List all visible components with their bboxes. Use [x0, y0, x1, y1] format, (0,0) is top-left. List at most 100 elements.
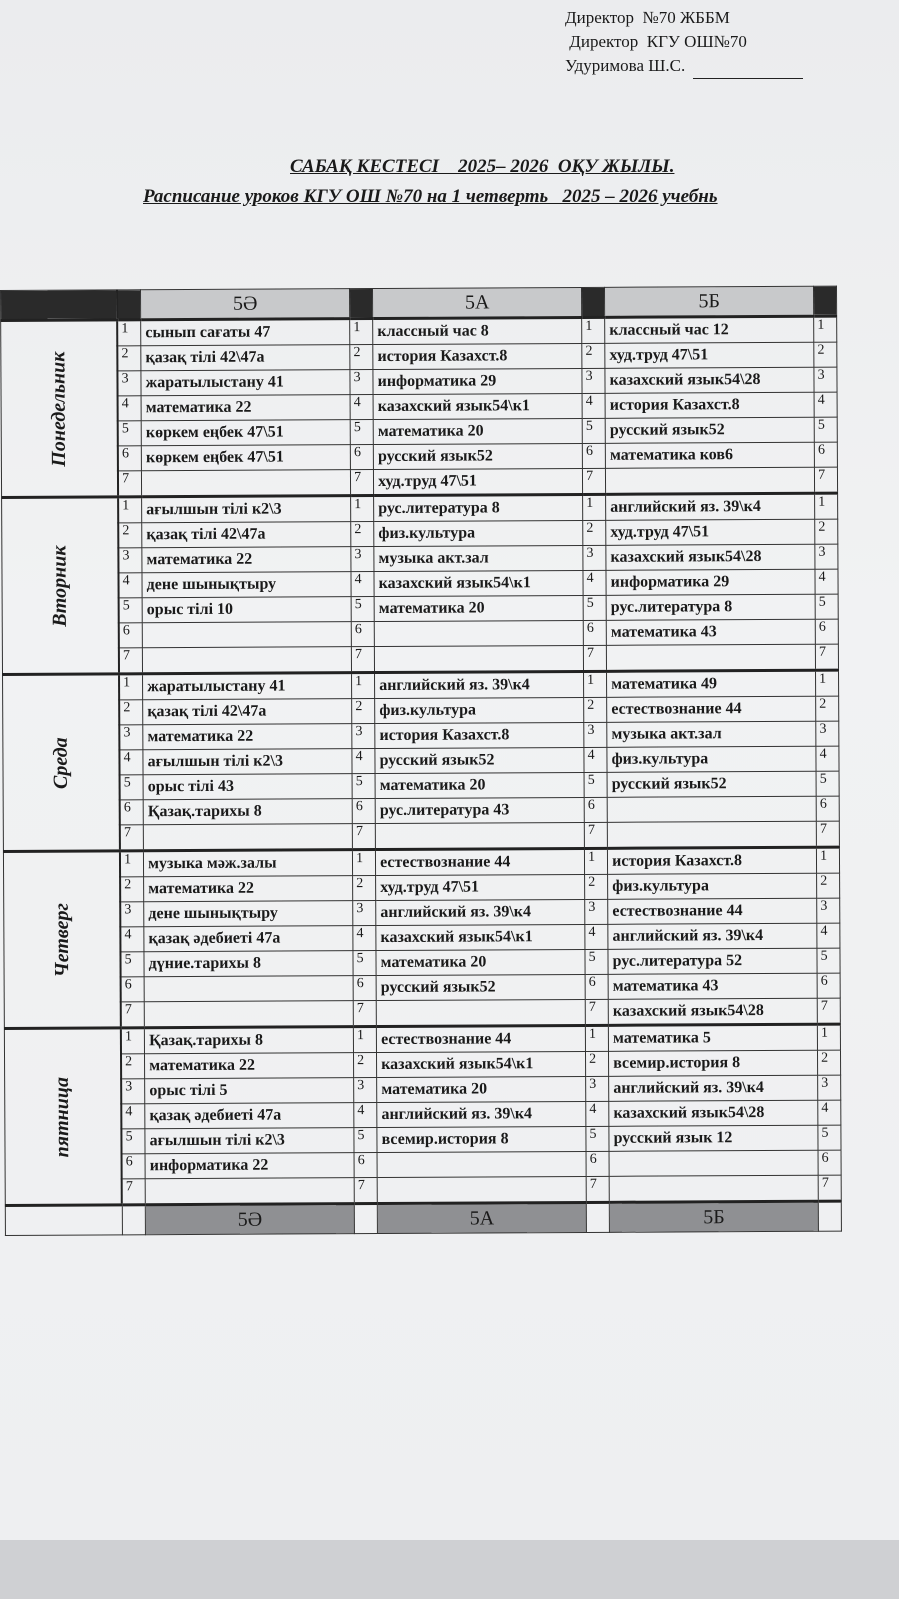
lesson-number: 7	[817, 998, 841, 1025]
lesson-cell: казахский язык54\28	[605, 367, 815, 394]
lesson-number: 1	[120, 850, 144, 877]
lesson-cell	[374, 620, 584, 647]
lesson-cell	[374, 645, 584, 673]
lesson-number: 4	[817, 1100, 841, 1126]
approval-line-3: Удуримова Ш.С.	[565, 56, 686, 75]
lesson-number: 6	[353, 975, 377, 1001]
lesson-number: 5	[584, 772, 608, 798]
lesson-cell: физ.культура	[607, 873, 817, 900]
lesson-cell: информатика 29	[606, 569, 816, 596]
header-row: 5Ә 5А 5Б	[0, 286, 837, 321]
lesson-cell: естествознание 44	[607, 898, 817, 925]
lesson-number: 5	[353, 950, 377, 976]
lesson-number: 6	[119, 799, 144, 825]
lesson-cell	[144, 1000, 354, 1028]
lesson-number: 5	[119, 774, 144, 800]
lesson-cell: математика 22	[141, 394, 351, 421]
class-header-2: 5Б	[604, 286, 814, 318]
lesson-cell: худ.труд 47\51	[375, 874, 585, 901]
lesson-number: 4	[583, 570, 607, 596]
lesson-number: 6	[815, 619, 839, 645]
lesson-number: 3	[814, 367, 838, 393]
lesson-number: 3	[351, 723, 376, 749]
lesson-number: 3	[584, 899, 608, 925]
approval-line-2: Директор КГУ ОШ№70	[565, 32, 747, 51]
lesson-number: 4	[120, 926, 145, 952]
day-label-cell: пятница	[4, 1027, 122, 1206]
day-label-cell: Понедельник	[0, 319, 119, 498]
lesson-number: 2	[353, 1052, 377, 1078]
lesson-number: 2	[581, 343, 606, 369]
lesson-number: 3	[118, 547, 143, 573]
approval-line-1: Директор №70 ЖББМ	[565, 8, 730, 27]
lesson-cell	[144, 975, 354, 1002]
lesson-number: 7	[118, 647, 143, 674]
lesson-number: 2	[349, 344, 374, 370]
lesson-cell: көркем еңбек 47\51	[141, 444, 351, 471]
lesson-cell: ағылшын тілі к2\3	[143, 748, 353, 775]
lesson-number: 4	[816, 923, 841, 949]
lesson-cell: естествознание 44	[376, 1025, 586, 1053]
lesson-number: 6	[582, 443, 606, 469]
lesson-number: 5	[585, 1126, 610, 1152]
lesson-number: 5	[352, 773, 376, 799]
lesson-number: 5	[814, 417, 838, 443]
lesson-cell: история Казахст.8	[605, 392, 815, 419]
lesson-number: 1	[817, 1024, 841, 1051]
lesson-cell: английский яз. 39\к4	[376, 1101, 586, 1128]
lesson-number: 5	[121, 1128, 146, 1154]
lesson-cell: английский яз. 39\к4	[607, 923, 818, 950]
lesson-number: 2	[119, 699, 143, 725]
lesson-cell: всемир.история 8	[608, 1050, 818, 1077]
lesson-number: 1	[814, 493, 838, 520]
lesson-cell: музыка акт.зал	[373, 545, 584, 572]
title-kazakh: САБАҚ КЕСТЕСІ 2025– 2026 ОҚУ ЖЫЛЫ.	[290, 156, 675, 177]
lesson-number: 3	[120, 901, 144, 927]
lesson-cell: қазақ тілі 42\47а	[141, 521, 351, 548]
lesson-cell: музыка акт.зал	[606, 721, 817, 748]
day-label-cell: Среда	[2, 673, 121, 852]
lesson-number: 3	[121, 1078, 145, 1104]
day-label: Среда	[49, 736, 72, 789]
lesson-cell: қазақ әдебиеті 47а	[143, 925, 354, 952]
lesson-number: 5	[117, 420, 142, 446]
lesson-cell: ағылшын тілі к2\3	[145, 1127, 355, 1154]
lesson-number: 5	[351, 596, 375, 622]
lesson-number: 4	[118, 572, 143, 598]
lesson-number: 1	[118, 496, 142, 523]
header-spacer	[813, 286, 837, 317]
lesson-cell: рус.литература 52	[608, 948, 818, 975]
lesson-number: 4	[584, 924, 609, 950]
lesson-number: 2	[583, 697, 607, 723]
signature-line	[693, 54, 804, 79]
lesson-cell: казахский язык54\28	[605, 544, 816, 571]
lesson-cell: математика 22	[142, 723, 353, 750]
lesson-number: 1	[353, 1026, 377, 1053]
lesson-number: 6	[583, 620, 607, 646]
lesson-number: 7	[350, 469, 374, 496]
lesson-number: 2	[117, 345, 142, 371]
lesson-number: 6	[118, 622, 143, 648]
lesson-cell: казахский язык54\28	[608, 998, 818, 1026]
lesson-cell: математика 20	[376, 1076, 586, 1103]
lesson-cell: рус.литература 8	[606, 594, 816, 621]
lesson-number: 4	[350, 394, 374, 420]
day-label: Четверг	[50, 902, 73, 977]
lesson-number: 7	[352, 823, 376, 850]
lesson-number: 4	[119, 749, 144, 775]
lesson-number: 2	[814, 519, 838, 545]
lesson-number: 4	[582, 393, 606, 419]
lesson-cell: русский язык52	[375, 747, 585, 774]
class-footer-2: 5Б	[609, 1201, 819, 1233]
lesson-number: 1	[119, 673, 143, 700]
lesson-number: 2	[584, 874, 608, 900]
schedule-table: 5Ә 5А 5Б Понедельник 1 сынып сағаты 47 1 классн…	[0, 286, 842, 1236]
lesson-number: 2	[585, 1051, 609, 1077]
lesson-cell	[145, 1177, 355, 1205]
lesson-number: 5	[817, 948, 841, 974]
lesson-cell: математика 20	[375, 772, 585, 799]
lesson-cell	[376, 999, 586, 1027]
lesson-cell: математика 20	[374, 595, 584, 622]
lesson-number: 5	[585, 949, 609, 975]
lesson-cell: жаратылыстану 41	[141, 369, 351, 396]
